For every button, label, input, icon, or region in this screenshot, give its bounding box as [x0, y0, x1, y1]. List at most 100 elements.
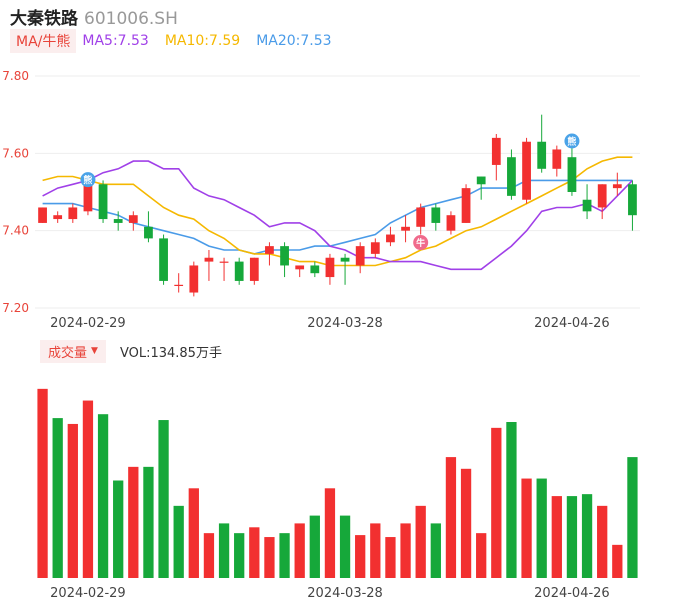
- stock-name: 大秦铁路: [10, 9, 78, 29]
- ma-indicator-selector[interactable]: MA/牛熊: [10, 29, 77, 53]
- date-tick-label: 2024-02-29: [50, 316, 126, 331]
- candle: [491, 134, 501, 181]
- candle-body: [612, 184, 622, 189]
- caret-down-icon: ▼: [91, 346, 98, 356]
- volume-bar: [581, 494, 593, 578]
- candle: [53, 211, 63, 223]
- date-tick-label: 2024-04-26: [534, 586, 610, 601]
- volume-bar: [128, 466, 139, 578]
- volume-bar: [400, 523, 411, 578]
- volume-bar: [279, 533, 290, 578]
- ma20-line: [42, 179, 633, 255]
- volume-bar: [67, 423, 78, 578]
- price-tick-label: 7.40: [2, 224, 29, 238]
- candle-body: [582, 199, 592, 212]
- candle-body: [265, 246, 274, 254]
- ma5-label: MA5:7.53: [82, 33, 149, 49]
- marker-badge: [413, 235, 429, 251]
- volume-bar: [370, 523, 381, 578]
- volume-bar: [385, 537, 396, 578]
- volume-bar: [82, 400, 94, 578]
- candle-body: [53, 215, 63, 220]
- candle: [552, 145, 562, 177]
- candle-body: [204, 257, 214, 262]
- candle: [68, 203, 78, 223]
- marker-badge: [80, 172, 96, 188]
- marker-badge: [564, 133, 580, 149]
- candle: [174, 273, 184, 293]
- candle-body: [280, 246, 289, 266]
- candle-body: [174, 284, 184, 286]
- candle: [325, 253, 335, 285]
- candle: [38, 207, 47, 223]
- ma20-label: MA20:7.53: [256, 33, 332, 49]
- candle: [159, 234, 168, 285]
- volume-bar: [264, 537, 275, 578]
- candle-body: [628, 184, 637, 216]
- volume-bar: [113, 480, 124, 578]
- candle: [265, 242, 274, 266]
- candle: [386, 226, 395, 247]
- volume-bar: [339, 515, 351, 578]
- candle: [446, 211, 456, 235]
- candle-body: [144, 226, 153, 239]
- candle: [582, 184, 592, 220]
- volume-bar: [612, 544, 623, 578]
- candle-body: [38, 207, 47, 223]
- candle-body: [355, 246, 365, 266]
- candle: [128, 211, 138, 231]
- candle-body: [340, 257, 350, 262]
- candle-body: [370, 242, 380, 254]
- volume-bar: [355, 535, 366, 578]
- candle-body: [537, 141, 547, 169]
- candle-body: [401, 226, 410, 231]
- candle: [401, 215, 410, 243]
- volume-bar: [476, 533, 487, 578]
- volume-indicator-selector[interactable]: 成交量 ▼: [40, 339, 106, 363]
- volume-bar: [536, 478, 547, 578]
- volume-bar: [97, 414, 109, 578]
- candle: [628, 180, 637, 231]
- candle-body: [310, 265, 320, 274]
- bear-marker-icon: 熊: [564, 133, 580, 149]
- price-tick-label: 7.60: [2, 146, 29, 160]
- volume-bar: [188, 488, 199, 578]
- volume-bar: [173, 505, 184, 578]
- volume-bar: [430, 523, 441, 578]
- candle: [370, 238, 380, 258]
- candle-body: [295, 265, 305, 270]
- candle-body: [98, 184, 108, 220]
- volume-bar: [143, 466, 154, 578]
- candle-body: [552, 149, 562, 169]
- candle: [537, 114, 547, 173]
- volume-bar: [234, 533, 245, 578]
- candle-body: [431, 207, 441, 223]
- volume-legend: 成交量 ▼ VOL:134.85万手: [40, 339, 222, 363]
- candle-body: [567, 157, 577, 192]
- candle: [340, 253, 350, 285]
- candle: [219, 257, 229, 281]
- ma5-line: [42, 160, 633, 271]
- candle: [144, 211, 153, 243]
- volume-tag-label: 成交量: [48, 345, 88, 361]
- candle-body: [416, 207, 426, 227]
- ma-legend: MA/牛熊 MA5:7.53 MA10:7.59 MA20:7.53: [10, 29, 348, 53]
- candle: [597, 184, 607, 220]
- candle-body: [325, 257, 335, 278]
- candle-body: [249, 257, 259, 281]
- volume-bar: [324, 488, 336, 578]
- volume-bar: [597, 505, 608, 578]
- candle-body: [597, 184, 607, 208]
- price-tick-label: 7.80: [2, 69, 29, 83]
- candle: [249, 257, 259, 285]
- candle: [295, 265, 305, 278]
- stock-header: 大秦铁路 601006.SH: [10, 4, 178, 29]
- volume-bar: [460, 468, 472, 578]
- candle-body: [476, 176, 486, 185]
- candle: [416, 203, 426, 235]
- ma10-label: MA10:7.59: [164, 33, 241, 49]
- bull-marker-icon: 牛: [413, 235, 429, 251]
- volume-bar: [415, 505, 426, 578]
- candle-body: [234, 261, 244, 281]
